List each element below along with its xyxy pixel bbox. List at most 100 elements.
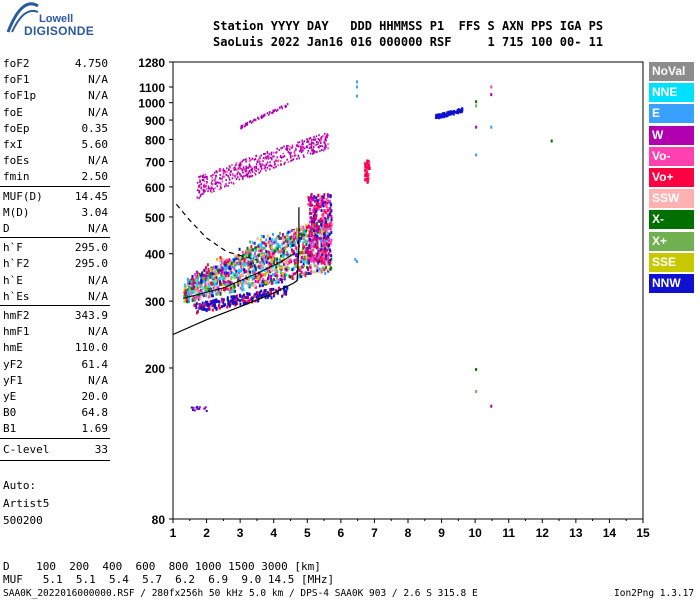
echo-point [270, 279, 273, 283]
echo-point [302, 149, 304, 152]
echo-point [278, 263, 281, 267]
echo-point [302, 225, 305, 229]
echo-point [264, 296, 267, 300]
echo-point [461, 109, 464, 113]
echo-point [312, 229, 315, 233]
echo-point [198, 306, 201, 310]
echo-point [312, 138, 315, 141]
echo-point [324, 250, 327, 254]
echo-point [264, 164, 266, 167]
echo-point [289, 230, 292, 234]
echo-point [235, 302, 238, 306]
echo-point [213, 273, 216, 277]
echo-point [241, 298, 244, 302]
echo-point [251, 174, 254, 177]
echo-point [280, 156, 283, 159]
echo-point [257, 271, 260, 275]
echo-point [190, 287, 193, 291]
echo-point [260, 114, 263, 117]
echo-point [194, 273, 197, 277]
echo-point [292, 158, 295, 161]
echo-point [287, 257, 290, 261]
echo-point [305, 229, 308, 233]
echo-point [216, 185, 219, 188]
echo-point [253, 165, 256, 168]
echo-point [231, 281, 234, 285]
echo-point [329, 241, 332, 245]
echo-point [256, 237, 259, 241]
echo-point [286, 250, 289, 254]
echo-point [264, 242, 267, 246]
echo-point [293, 240, 296, 244]
echo-point [287, 266, 290, 270]
echo-point [199, 195, 202, 198]
echo-point [449, 111, 452, 115]
param-key: hmF2 [3, 309, 30, 322]
echo-point [231, 285, 234, 289]
echo-point [301, 251, 304, 255]
echo-point [264, 166, 267, 169]
echo-point [272, 257, 275, 261]
echo-point [275, 268, 278, 272]
echo-point [243, 281, 246, 285]
echo-point [256, 161, 259, 164]
echo-point [237, 167, 239, 170]
echo-point [442, 115, 445, 119]
echo-point [238, 163, 240, 166]
legend-item-nne: NNE [649, 83, 694, 103]
echo-point [438, 113, 441, 117]
echo-point [320, 269, 323, 273]
echo-point [441, 115, 444, 119]
echo-point [196, 281, 199, 285]
echo-point [241, 273, 244, 277]
echo-point [323, 132, 326, 135]
echo-point [255, 165, 258, 168]
echo-point [324, 147, 326, 150]
echo-point [203, 180, 206, 183]
echo-point [229, 303, 232, 307]
echo-point [284, 251, 287, 255]
echo-point [317, 193, 320, 197]
echo-point [274, 238, 277, 242]
echo-point [279, 154, 282, 157]
echo-point [316, 256, 319, 260]
echo-point [195, 291, 198, 295]
echo-point [237, 277, 240, 281]
echo-point [263, 246, 266, 250]
echo-point [290, 151, 292, 154]
echo-point [444, 113, 447, 117]
x-tick-label: 4 [270, 526, 277, 540]
echo-point [257, 168, 260, 171]
echo-point [205, 187, 208, 190]
echo-point [211, 179, 213, 182]
echo-point [264, 152, 266, 155]
param-clevel: C-level 33 [3, 443, 108, 457]
y-tick-label: 500 [145, 211, 165, 225]
echo-point [204, 185, 206, 188]
echo-point [195, 283, 198, 287]
echo-point [321, 236, 324, 240]
echo-point [236, 254, 239, 258]
echo-point [454, 110, 457, 114]
echo-point [365, 172, 368, 176]
echo-point [286, 240, 289, 244]
echo-point [278, 278, 281, 282]
echo-point [235, 269, 238, 273]
echo-point [310, 138, 313, 141]
echo-point [355, 94, 358, 98]
echo-point [282, 152, 284, 155]
echo-point [276, 257, 279, 261]
echo-point [285, 289, 288, 293]
echo-point [297, 246, 300, 250]
echo-point [321, 266, 324, 270]
echo-point [328, 259, 331, 263]
echo-point [212, 266, 215, 270]
echo-point [230, 286, 233, 290]
echo-point [310, 231, 313, 235]
echo-point [324, 271, 327, 275]
echo-point [280, 280, 283, 284]
echo-point [229, 166, 232, 169]
echo-point [308, 254, 311, 258]
echo-point [475, 153, 478, 157]
echo-point [276, 160, 279, 163]
